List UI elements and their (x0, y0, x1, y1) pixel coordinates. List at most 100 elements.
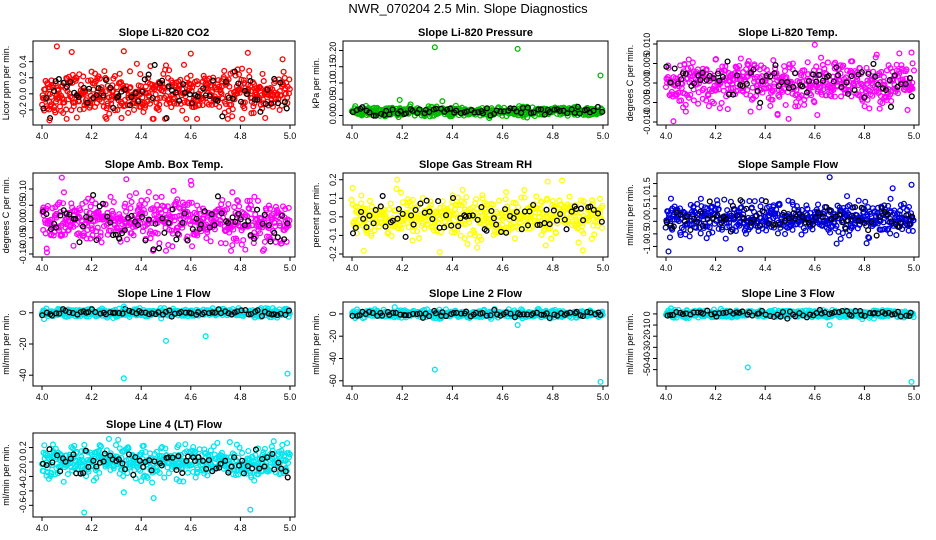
data-point (837, 235, 844, 242)
data-point (200, 72, 207, 79)
data-point (538, 199, 545, 206)
reference-point (851, 86, 858, 94)
data-point (259, 70, 266, 77)
reference-point (718, 219, 725, 226)
reference-point (209, 77, 217, 84)
reference-point (182, 309, 189, 316)
reference-point (733, 212, 741, 219)
reference-point (497, 312, 504, 319)
scatter-points (662, 41, 918, 125)
data-point (563, 210, 570, 217)
data-point (194, 81, 201, 88)
reference-point (417, 200, 424, 207)
reference-point (590, 107, 597, 114)
data-point (136, 204, 143, 211)
y-tick-label: 0 (18, 310, 28, 315)
reference-point (682, 70, 689, 77)
reference-point (389, 217, 396, 224)
reference-point (576, 110, 583, 117)
reference-point (826, 207, 833, 214)
data-point (194, 115, 201, 122)
data-point (181, 99, 188, 106)
data-point (801, 67, 808, 74)
y-axis-label: kPa per min. (311, 58, 321, 109)
reference-point (358, 208, 365, 215)
reference-point (858, 204, 865, 211)
reference-point (173, 236, 180, 243)
data-point (910, 217, 917, 224)
data-point (716, 105, 723, 112)
data-point (687, 91, 694, 98)
reference-point (267, 238, 274, 245)
reference-point (128, 212, 135, 219)
reference-point (429, 216, 436, 223)
reference-point (410, 310, 417, 317)
y-tick-label: 0.010 (642, 33, 652, 56)
y-tick-label: 0.15 (328, 58, 338, 76)
data-point (174, 196, 181, 203)
data-point (224, 206, 231, 213)
reference-point (517, 311, 524, 318)
reference-point (455, 223, 462, 230)
reference-point (432, 310, 439, 317)
data-point (786, 61, 793, 68)
x-tick-label: 4.2 (396, 392, 409, 402)
outlier-point (811, 41, 818, 48)
data-point (70, 242, 77, 249)
reference-point (247, 232, 254, 239)
data-point (261, 238, 268, 245)
reference-point (394, 215, 401, 222)
reference-point (873, 232, 880, 239)
x-tick-label: 5.0 (284, 392, 297, 402)
reference-point (724, 58, 731, 65)
data-point (894, 90, 901, 97)
reference-point (494, 311, 501, 318)
reference-point (903, 212, 910, 219)
x-tick-label: 4.8 (234, 392, 247, 402)
reference-point (258, 313, 265, 320)
y-tick-label: -0.2 (18, 102, 28, 118)
data-point (893, 61, 900, 68)
data-point (152, 194, 159, 201)
data-point (776, 201, 783, 209)
data-point (460, 220, 467, 227)
data-point (106, 110, 113, 117)
data-point (216, 103, 223, 110)
data-point (543, 195, 551, 202)
data-point (896, 50, 903, 57)
x-tick-label: 4.2 (85, 392, 98, 402)
reference-point (750, 216, 757, 223)
x-tick-label: 4.0 (36, 131, 49, 141)
x-tick-label: 4.6 (185, 392, 198, 402)
data-point (413, 228, 421, 235)
reference-point (218, 210, 225, 217)
data-point (430, 227, 437, 234)
y-tick-label: 0.005 (642, 52, 652, 75)
data-point (61, 231, 68, 238)
reference-point (237, 98, 245, 105)
reference-point (119, 310, 126, 317)
data-point (867, 210, 874, 217)
data-point (400, 220, 407, 227)
reference-point (457, 215, 464, 222)
y-tick-label: 0.000 (642, 72, 652, 95)
reference-point (681, 218, 688, 225)
data-point (824, 59, 831, 66)
reference-point (277, 79, 284, 86)
reference-point (268, 311, 275, 318)
data-point (909, 60, 916, 67)
outlier-point (58, 174, 65, 181)
y-tick-label: -40 (328, 352, 338, 365)
data-point (461, 235, 468, 242)
reference-point (214, 193, 221, 200)
data-point (510, 199, 517, 206)
data-point (121, 203, 128, 210)
reference-point (235, 80, 242, 87)
data-point (240, 77, 247, 84)
data-point (50, 232, 57, 239)
data-point (591, 231, 598, 238)
data-point (77, 207, 84, 214)
reference-point (772, 62, 779, 69)
reference-point (578, 205, 585, 212)
data-point (75, 98, 83, 105)
